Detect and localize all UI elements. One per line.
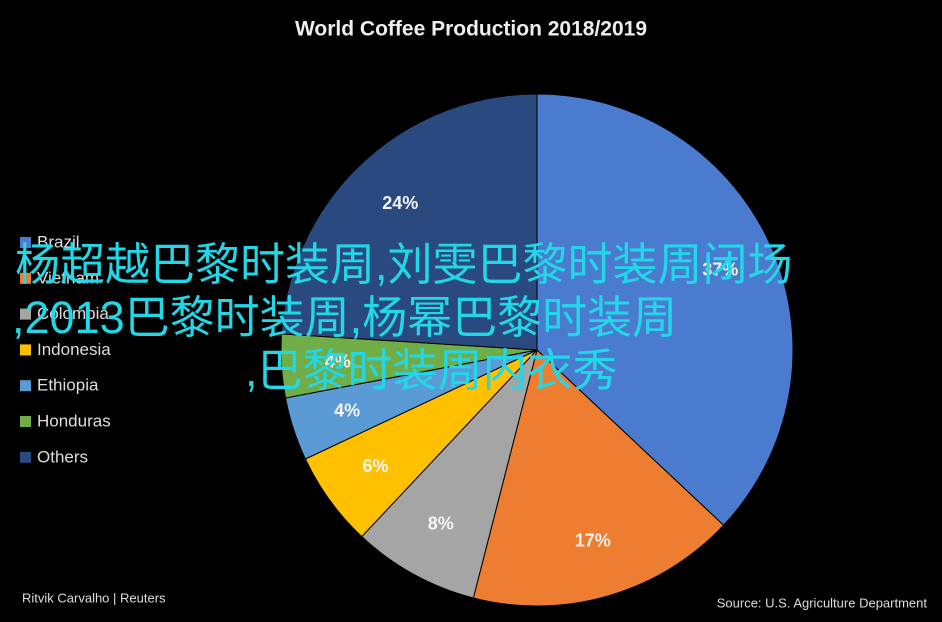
legend-swatch [20, 416, 31, 427]
legend-label: Colombia [37, 304, 109, 323]
legend-swatch [20, 451, 31, 463]
data-label: 17% [575, 531, 611, 551]
legend-label: Ethiopia [37, 376, 99, 395]
pie-slice [472, 349, 725, 607]
legend-label: Indonesia [37, 340, 111, 359]
chart-title: World Coffee Production 2018/2019 [295, 18, 647, 41]
legend-swatch [20, 308, 31, 320]
data-label: 6% [362, 456, 388, 476]
data-label: 4% [325, 351, 351, 371]
pie: 37% 17% 8% 6% 4% 4% 24% [280, 93, 794, 607]
legend: Brazil Vietnam Colombia Indonesia Ethiopia Ho… [20, 232, 111, 466]
source: Source: U.S. Agriculture Department [717, 595, 928, 610]
credit: Ritvik Carvalho | Reuters [22, 590, 166, 605]
legend-label: Brazil [37, 232, 80, 251]
legend-label: Vietnam [37, 268, 99, 287]
overlay-text: ,巴黎时装周内衣秀 [245, 345, 618, 396]
overlay-text: ,2013巴黎时装周,杨幂巴黎时装周 [12, 292, 677, 343]
legend-swatch [20, 272, 31, 284]
pie-slice [536, 93, 794, 526]
legend-swatch [20, 344, 31, 356]
legend-label: Honduras [37, 411, 111, 430]
legend-swatch [20, 237, 31, 248]
data-label: 4% [334, 400, 360, 420]
pie-slice [361, 349, 538, 599]
overlay-text: 杨超越巴黎时装周,刘雯巴黎时装周闭场 [15, 239, 793, 290]
legend-label: Others [37, 447, 88, 466]
data-label: 37% [702, 259, 738, 279]
overlay: 杨超越巴黎时装周,刘雯巴黎时装周闭场,2013巴黎时装周,杨幂巴黎时装周,巴黎时… [12, 239, 793, 396]
pie-slice [280, 93, 538, 351]
data-label: 24% [382, 193, 418, 213]
data-label: 8% [428, 514, 454, 534]
legend-swatch [20, 380, 31, 392]
